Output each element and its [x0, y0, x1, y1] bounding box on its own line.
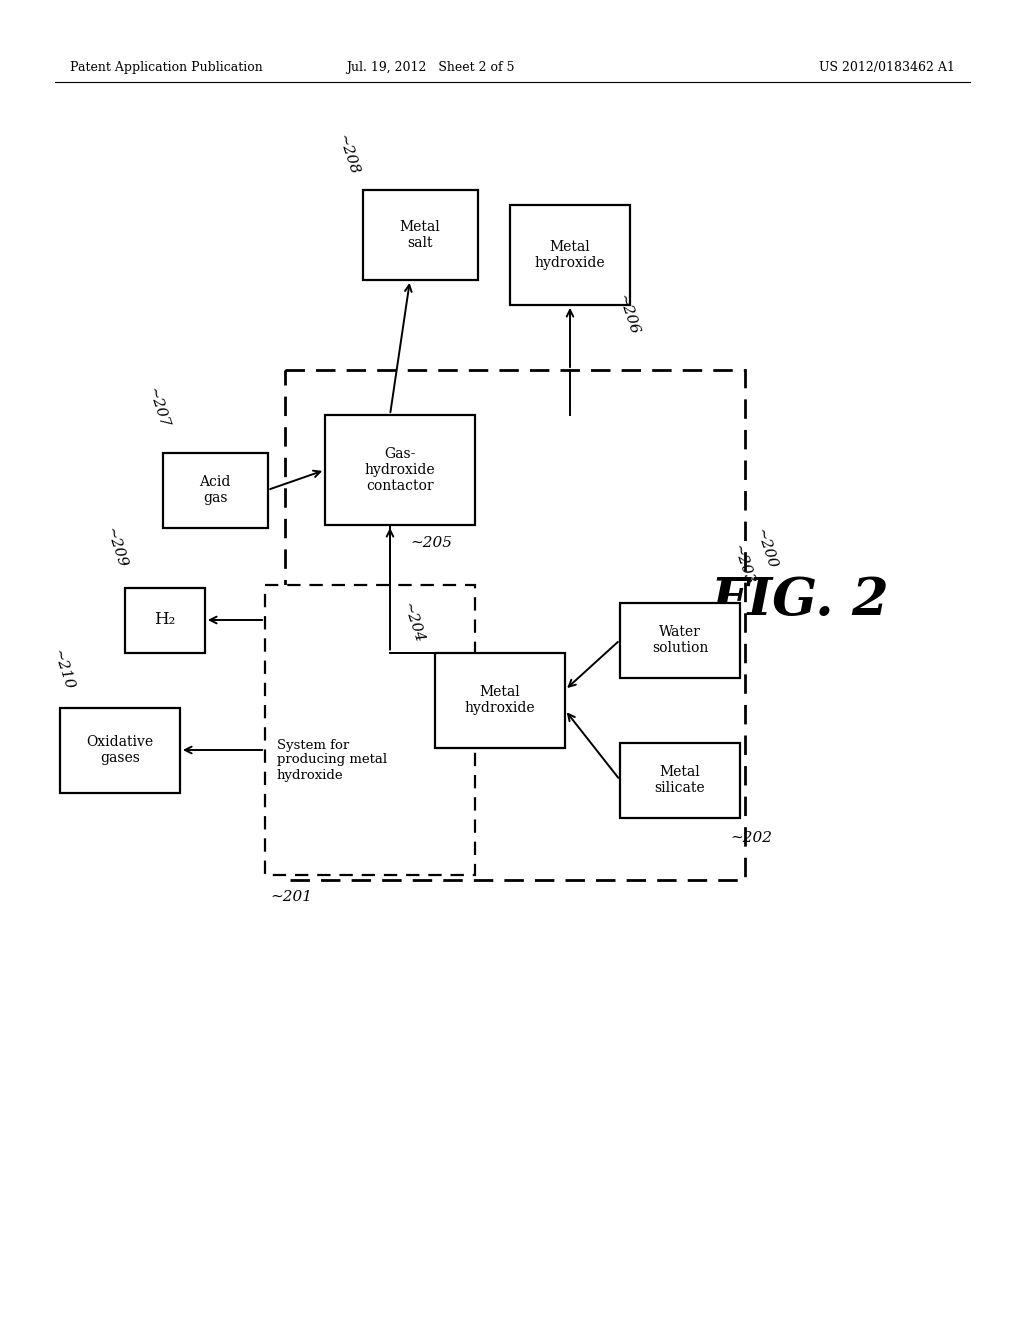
Text: ∼205: ∼205: [410, 536, 452, 550]
Text: Metal
salt: Metal salt: [399, 220, 440, 249]
Text: H₂: H₂: [155, 611, 176, 628]
Text: US 2012/0183462 A1: US 2012/0183462 A1: [819, 62, 955, 74]
Text: ∼207: ∼207: [144, 385, 171, 429]
Text: ∼206: ∼206: [615, 293, 641, 337]
Bar: [362, 190, 477, 280]
Text: Metal
hydroxide: Metal hydroxide: [465, 685, 536, 715]
Text: Metal
hydroxide: Metal hydroxide: [535, 240, 605, 271]
Text: Patent Application Publication: Patent Application Publication: [70, 62, 263, 74]
Bar: [163, 453, 267, 528]
Text: ∼209: ∼209: [103, 525, 129, 570]
Text: ∼204: ∼204: [400, 601, 426, 644]
Text: ∼203: ∼203: [730, 543, 757, 586]
Text: Water
solution: Water solution: [652, 624, 709, 655]
Bar: [125, 587, 205, 652]
Text: ∼208: ∼208: [335, 133, 360, 177]
Text: Jul. 19, 2012   Sheet 2 of 5: Jul. 19, 2012 Sheet 2 of 5: [346, 62, 514, 74]
Bar: [620, 602, 740, 677]
Bar: [325, 414, 475, 525]
Bar: [60, 708, 180, 792]
Bar: [435, 652, 565, 747]
Text: ∼202: ∼202: [730, 830, 772, 845]
Text: ∼200: ∼200: [753, 527, 779, 570]
Text: ∼210: ∼210: [50, 647, 77, 692]
Text: Metal
silicate: Metal silicate: [654, 764, 706, 795]
Bar: [510, 205, 630, 305]
Bar: [620, 742, 740, 817]
Text: Oxidative
gases: Oxidative gases: [86, 735, 154, 766]
Bar: [285, 370, 745, 880]
Text: Gas-
hydroxide
contactor: Gas- hydroxide contactor: [365, 446, 435, 494]
Text: Acid
gas: Acid gas: [200, 475, 230, 506]
Bar: [265, 585, 475, 875]
Text: FIG. 2: FIG. 2: [711, 574, 890, 626]
Text: System for
producing metal
hydroxide: System for producing metal hydroxide: [278, 738, 387, 781]
Text: ∼201: ∼201: [270, 890, 312, 904]
